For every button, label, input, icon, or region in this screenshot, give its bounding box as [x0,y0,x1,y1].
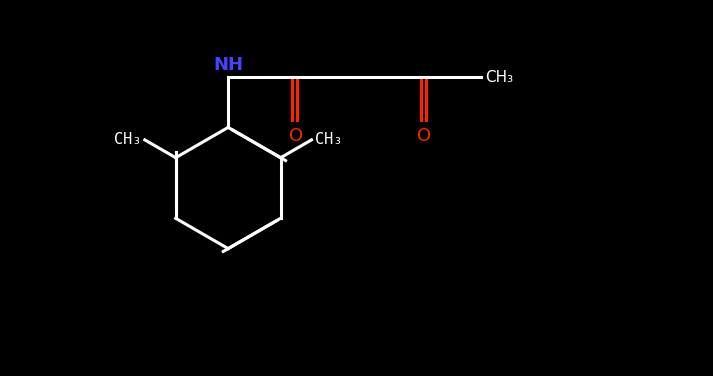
Text: CH₃: CH₃ [485,70,513,85]
Text: O: O [289,127,303,146]
Text: O: O [417,127,431,146]
Text: NH: NH [213,56,243,74]
Text: CH₃: CH₃ [114,132,141,147]
Text: CH₃: CH₃ [315,132,342,147]
